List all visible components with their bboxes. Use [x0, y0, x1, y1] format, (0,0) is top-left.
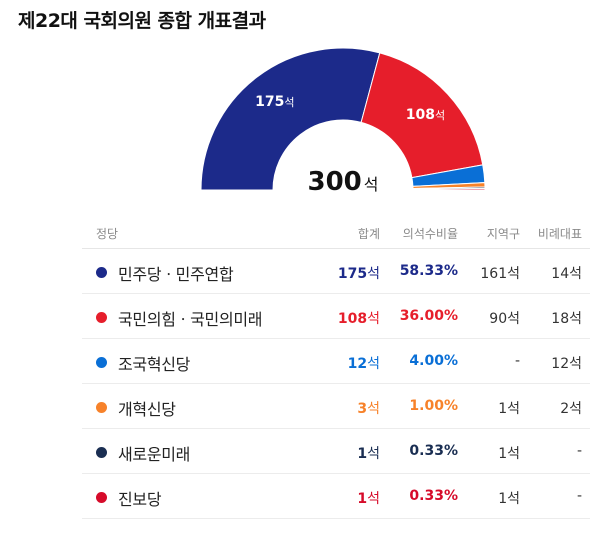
party-name: 새로운미래 — [118, 445, 191, 464]
proportional-seats: 12석 — [551, 356, 582, 372]
center-total-label: 300 석 — [307, 167, 378, 197]
donut-slice — [200, 47, 381, 191]
proportional-seats: 2석 — [560, 401, 582, 417]
seat-total-unit: 석 — [367, 311, 380, 327]
header-district: 지역구 — [486, 227, 520, 241]
table-row: 개혁신당 3석 1.00% 1석 2석 — [82, 384, 590, 429]
party-color-dot — [96, 267, 107, 278]
seat-total-value: 12 — [347, 356, 368, 372]
seat-total-unit: 석 — [367, 491, 380, 507]
page-title: 제22대 국회의원 종합 개표결과 — [18, 10, 266, 32]
party-color-dot — [96, 402, 107, 413]
table-row: 새로운미래 1석 0.33% 1석 - — [82, 429, 590, 474]
seat-total: 108석 — [338, 308, 380, 328]
header-party: 정당 — [96, 227, 119, 241]
district-seats: 1석 — [498, 446, 520, 462]
party-name: 국민의힘ㆍ국민의미래 — [118, 310, 263, 329]
header-seats: 합계 — [357, 227, 380, 241]
party-color-dot — [96, 312, 107, 323]
seat-ratio: 1.00% — [409, 398, 458, 414]
header-pct: 의석수비율 — [402, 227, 458, 241]
results-table: 정당 합계 의석수비율 지역구 비례대표 민주당ㆍ민주연합 175석 58.33% 1… — [82, 218, 590, 519]
seat-total-value: 3 — [357, 401, 368, 417]
center-total-value: 300 — [307, 167, 361, 197]
seat-ratio: 0.33% — [409, 488, 458, 504]
table-row: 국민의힘ㆍ국민의미래 108석 36.00% 90석 18석 — [82, 294, 590, 339]
seat-ratio: 36.00% — [399, 308, 458, 324]
district-seats: 161석 — [480, 266, 520, 282]
party-name: 조국혁신당 — [118, 355, 191, 374]
party-color-dot — [96, 492, 107, 503]
seat-total-value: 1 — [357, 446, 368, 462]
seat-total: 1석 — [357, 488, 380, 508]
seat-ratio: 4.00% — [409, 353, 458, 369]
table-row: 민주당ㆍ민주연합 175석 58.33% 161석 14석 — [82, 249, 590, 294]
seat-total: 175석 — [338, 263, 380, 283]
seat-total-unit: 석 — [367, 446, 380, 462]
center-total-unit: 석 — [364, 175, 379, 194]
district-seats: 1석 — [498, 491, 520, 507]
table-row: 진보당 1석 0.33% 1석 - — [82, 474, 590, 519]
party-color-dot — [96, 357, 107, 368]
slice-value-label: 175석 — [255, 94, 294, 110]
seat-total-value: 175 — [337, 266, 368, 282]
party-color-dot — [96, 447, 107, 458]
district-seats: 90석 — [489, 311, 520, 327]
proportional-seats: 18석 — [551, 311, 582, 327]
party-name: 진보당 — [118, 490, 162, 509]
seat-total-value: 108 — [337, 311, 368, 327]
table-header: 정당 합계 의석수비율 지역구 비례대표 — [82, 218, 590, 249]
donut-slice — [412, 188, 486, 191]
seat-total: 3석 — [357, 398, 380, 418]
seat-total: 1석 — [357, 443, 380, 463]
table-row: 조국혁신당 12석 4.00% - 12석 — [82, 339, 590, 384]
seat-donut-chart: 175석 108석 300 석 — [200, 47, 486, 197]
seat-ratio: 58.33% — [399, 263, 458, 279]
seat-ratio: 0.33% — [409, 443, 458, 459]
district-seats: 1석 — [498, 401, 520, 417]
slice-value-label: 108석 — [406, 107, 445, 123]
party-name: 민주당ㆍ민주연합 — [118, 265, 234, 284]
header-proportional: 비례대표 — [537, 227, 582, 241]
district-seats: - — [514, 353, 520, 369]
party-name: 개혁신당 — [118, 400, 176, 419]
seat-total-unit: 석 — [367, 266, 380, 282]
proportional-seats: - — [576, 488, 582, 504]
donut-slice — [360, 52, 484, 179]
proportional-seats: - — [576, 443, 582, 459]
seat-total-unit: 석 — [367, 356, 380, 372]
seat-total: 12석 — [348, 353, 380, 373]
proportional-seats: 14석 — [551, 266, 582, 282]
seat-total-value: 1 — [357, 491, 368, 507]
seat-total-unit: 석 — [367, 401, 380, 417]
